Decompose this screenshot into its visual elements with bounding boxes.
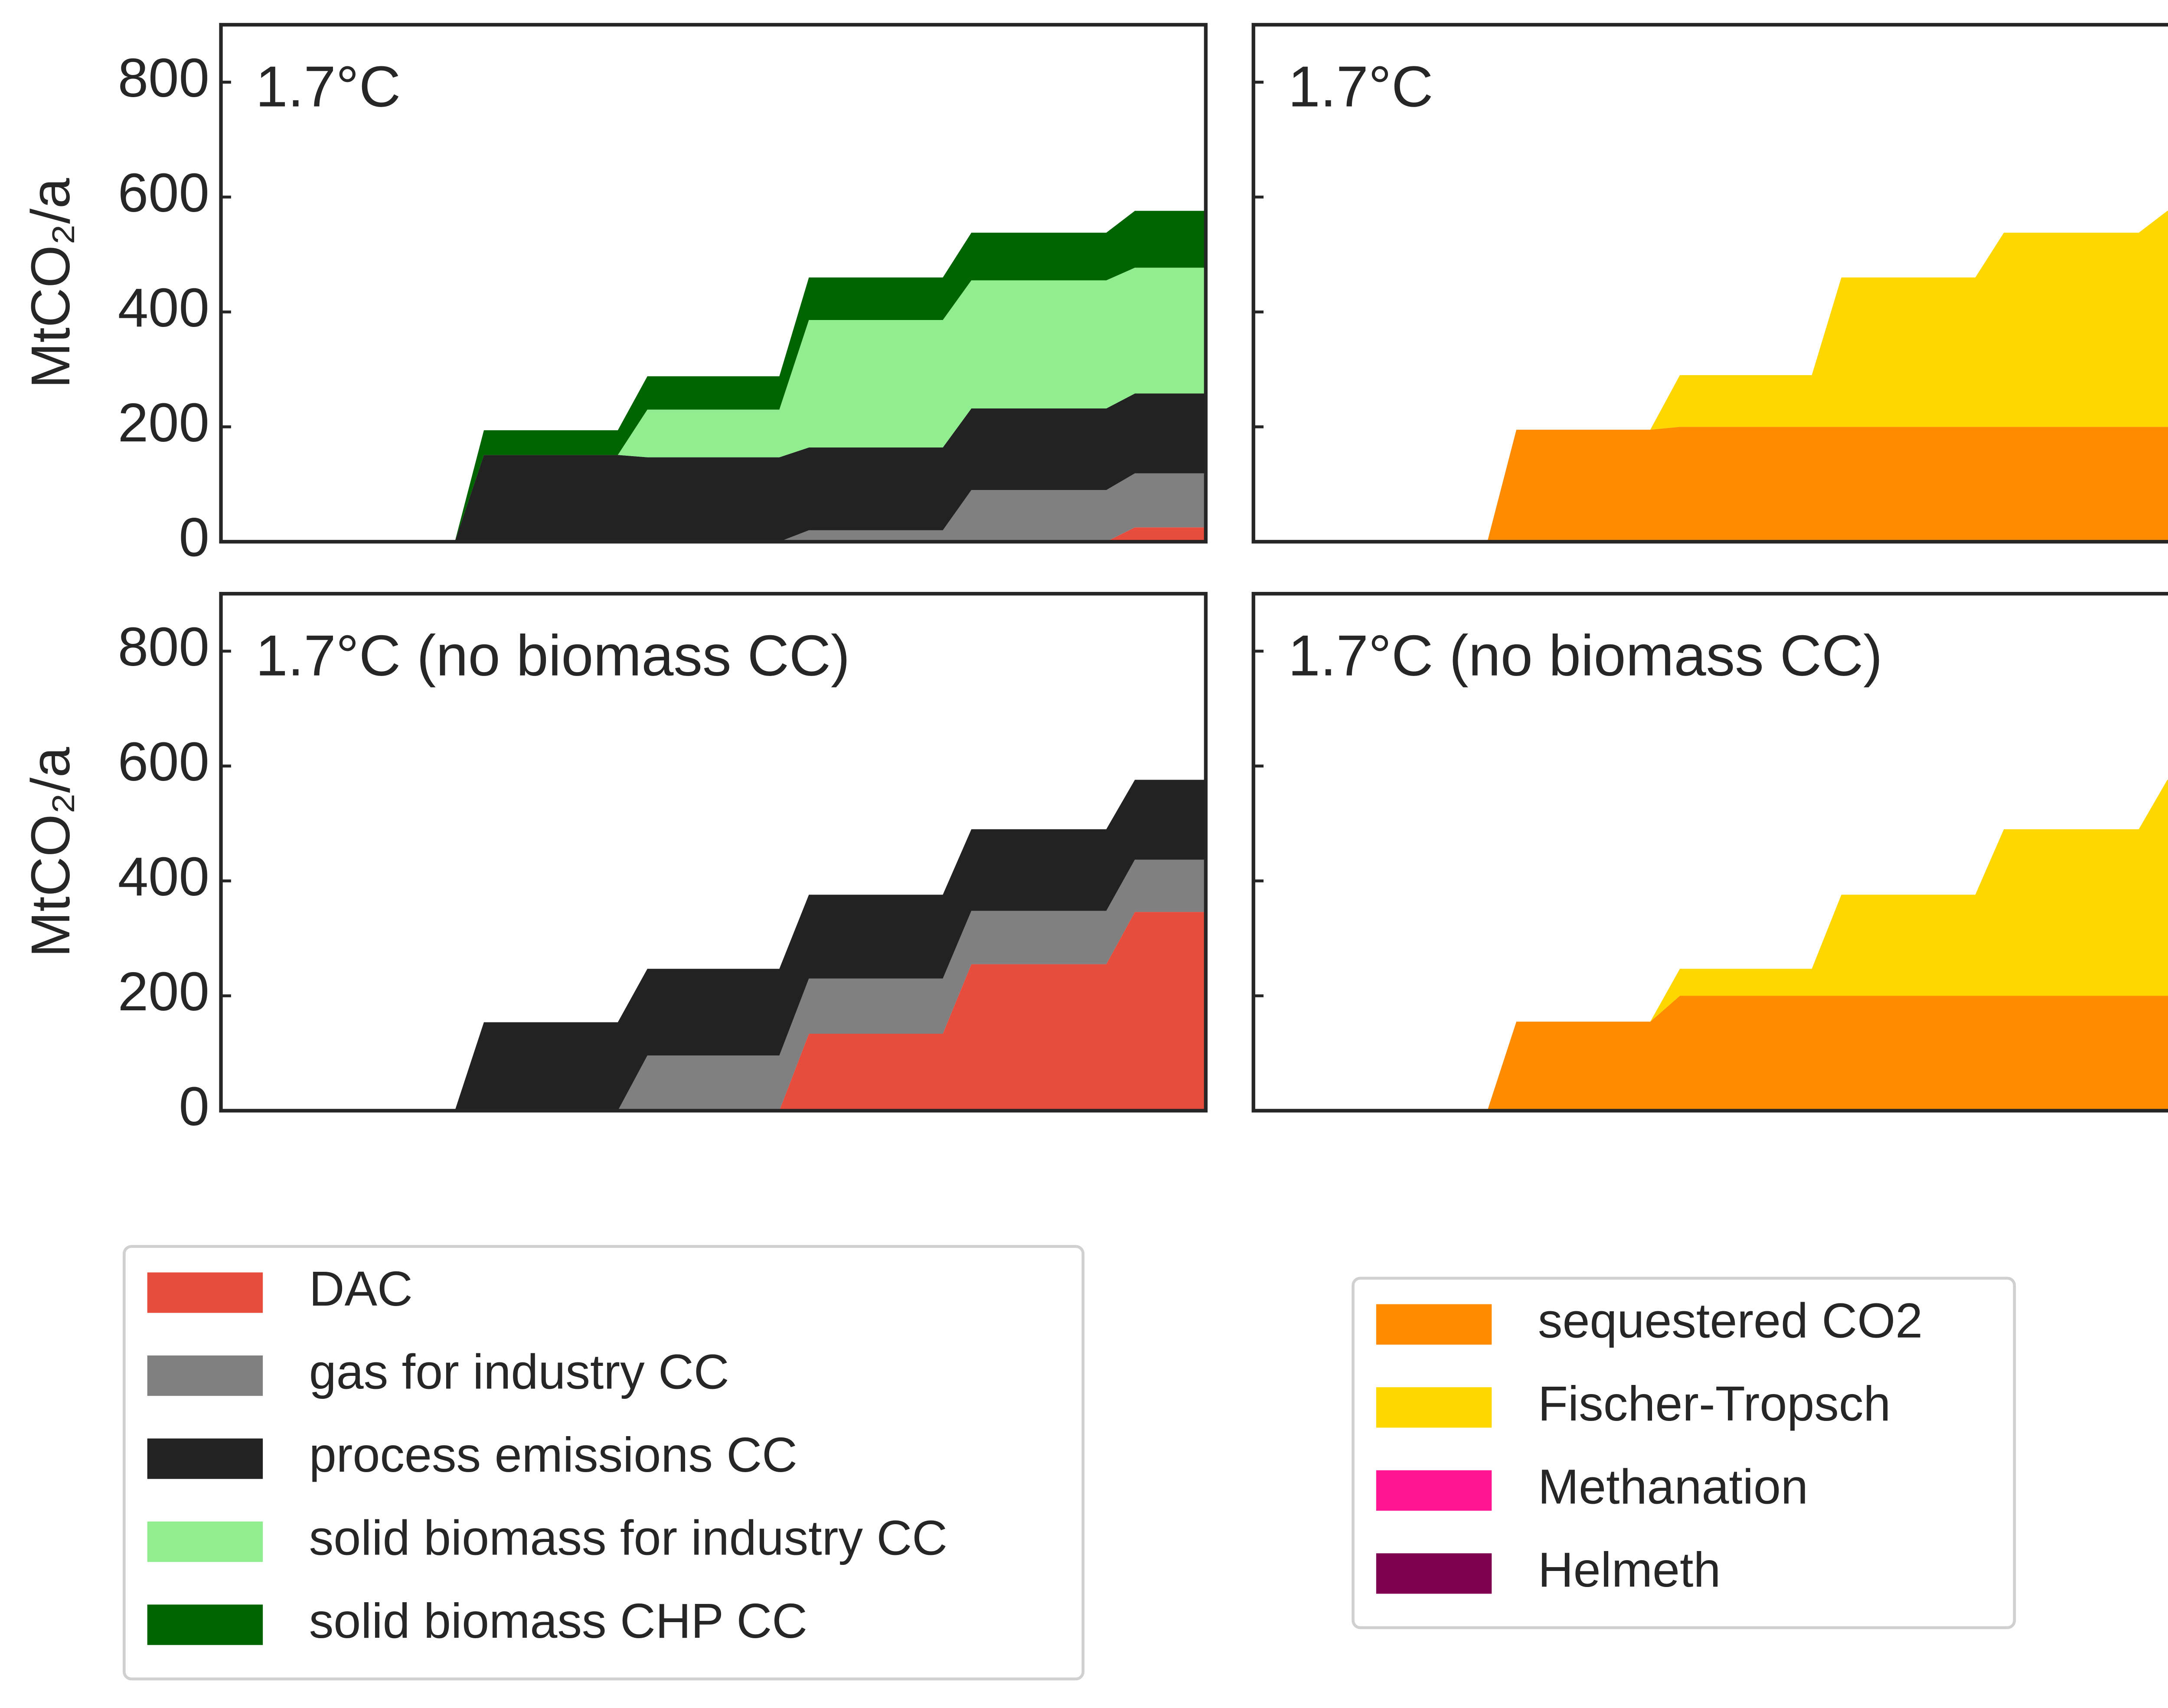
area — [1253, 427, 2168, 542]
area — [221, 780, 1206, 1111]
area — [221, 912, 1206, 1111]
legend-label: Methanation — [1538, 1459, 1808, 1514]
panel-title: 1.7°C (no biomass CC) — [255, 624, 850, 688]
y-tick-label: 800 — [118, 616, 209, 677]
legend-label: Helmeth — [1538, 1542, 1721, 1597]
legend-label: process emissions CC — [309, 1427, 797, 1482]
legend-swatch — [1376, 1553, 1492, 1594]
panel-title: 1.7°C (no biomass CC) — [1288, 624, 1883, 688]
y-tick-label: 200 — [118, 960, 209, 1022]
plot-frame — [219, 23, 1208, 544]
y-tick-label: 600 — [118, 731, 209, 792]
y-tick-label: 200 — [118, 392, 209, 453]
area — [221, 393, 1206, 542]
plot-frame — [219, 592, 1208, 1113]
area — [221, 268, 1206, 542]
y-tick-label: 800 — [118, 47, 209, 108]
y-axis-label: MtCO₂/a — [20, 178, 81, 389]
y-tick-label: 400 — [118, 846, 209, 907]
legend-swatch — [1376, 1470, 1492, 1511]
area — [1253, 996, 2168, 1111]
area — [1253, 780, 2168, 1111]
legend-label: sequestered CO2 — [1538, 1293, 1923, 1348]
legend-swatch — [1376, 1387, 1492, 1428]
area — [221, 473, 1206, 542]
area — [221, 859, 1206, 1111]
legend-box — [1352, 1277, 2016, 1630]
legend-swatch — [147, 1438, 263, 1479]
plot-frame — [1251, 592, 2168, 1113]
y-axis-label: MtCO₂/a — [20, 747, 81, 957]
y-tick-label: 600 — [118, 162, 209, 223]
legend-label: solid biomass for industry CC — [309, 1510, 947, 1565]
legend-box — [123, 1245, 1085, 1681]
y-tick-label: 400 — [118, 277, 209, 338]
y-tick-label: 0 — [179, 506, 209, 568]
legend-label: DAC — [309, 1261, 413, 1316]
legend-label: gas for industry CC — [309, 1344, 729, 1399]
panel-title: 1.7°C — [255, 54, 401, 119]
legend-swatch — [147, 1521, 263, 1562]
legend-swatch — [147, 1604, 263, 1645]
legend-swatch — [147, 1355, 263, 1396]
legend-swatch — [147, 1272, 263, 1313]
panel-title: 1.7°C — [1288, 54, 1433, 119]
area — [1253, 211, 2168, 542]
plot-frame — [1251, 23, 2168, 544]
legend-label: solid biomass CHP CC — [309, 1593, 807, 1648]
y-tick-label: 0 — [179, 1075, 209, 1137]
area — [221, 211, 1206, 542]
legend-label: Fischer-Tropsch — [1538, 1376, 1891, 1431]
legend-swatch — [1376, 1304, 1492, 1345]
